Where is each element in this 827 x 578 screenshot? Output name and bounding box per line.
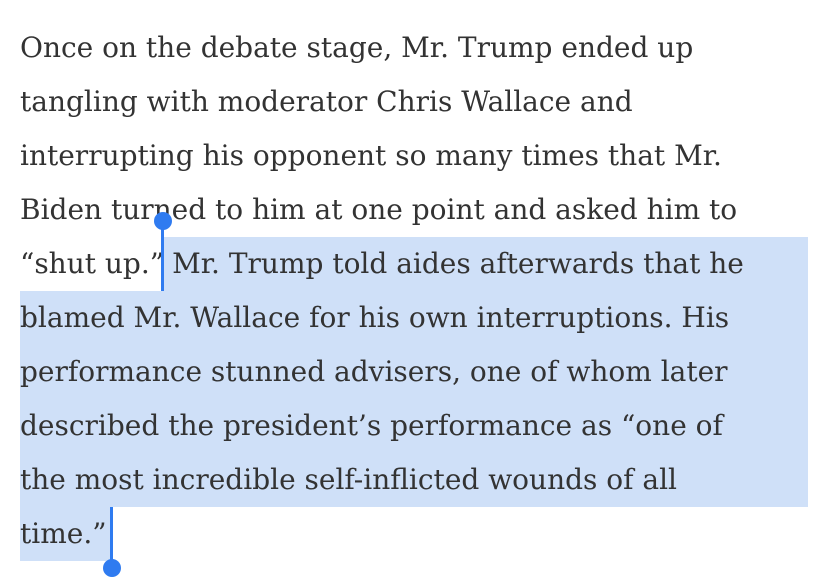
text-line: “shut up.” Mr. Trump told aides afterward…	[20, 212, 808, 291]
selected-text: time.”	[20, 507, 121, 577]
text-line: Biden turned to him at one point and ask…	[20, 193, 738, 226]
text-line: interrupting his opponent so many times …	[20, 139, 722, 172]
selection-end-handle[interactable]	[109, 507, 113, 567]
text-line: tangling with moderator Chris Wallace an…	[20, 85, 633, 118]
selected-text: blamed Mr. Wallace for his own interrupt…	[20, 291, 808, 345]
selection-start-handle-knob[interactable]	[154, 212, 173, 230]
selection-start-handle[interactable]	[161, 219, 165, 291]
selected-text: described the president’s performance as…	[20, 399, 808, 453]
text-line: time.”	[20, 507, 808, 577]
selected-text: the most incredible self-inflicted wound…	[20, 453, 808, 507]
selected-text: Mr. Trump told aides afterwards that he	[154, 212, 808, 291]
text-segment: “shut up.”	[20, 247, 165, 280]
selected-text: performance stunned advisers, one of who…	[20, 345, 808, 399]
selection-end-handle-knob[interactable]	[102, 559, 121, 577]
text-line: Once on the debate stage, Mr. Trump ende…	[20, 31, 694, 64]
